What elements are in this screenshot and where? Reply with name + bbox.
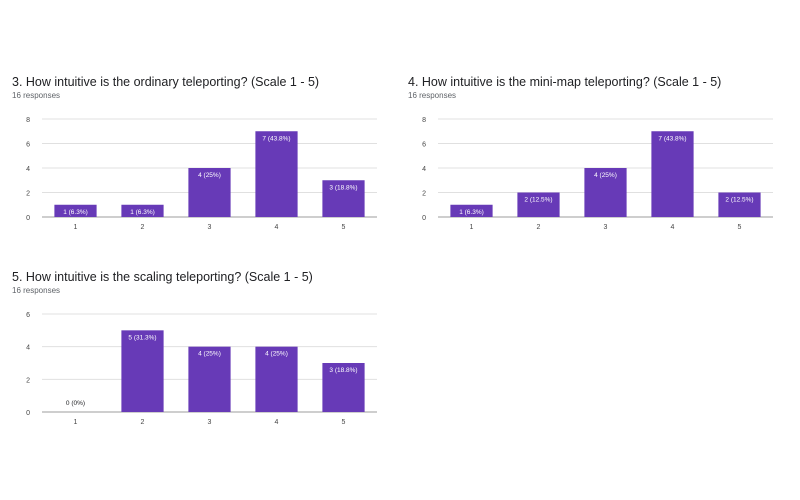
data-label: 4 (25%)	[594, 172, 617, 179]
y-tick-label: 0	[26, 215, 30, 222]
chart-panel-1: 3. How intuitive is the ordinary telepor…	[12, 75, 392, 240]
x-tick-label: 1	[470, 224, 474, 231]
y-tick-label: 6	[422, 142, 426, 149]
bar	[718, 192, 761, 217]
bar	[121, 204, 164, 217]
x-tick-label: 4	[671, 224, 675, 231]
data-label: 7 (43.8%)	[658, 135, 686, 142]
y-tick-label: 6	[26, 142, 30, 149]
bar-chart: 0 2 4 6 8 1 (6.3%) 1 1 (6.3%) 2 4 (25%) 3 7 (43.8%)…	[26, 117, 377, 231]
bar	[584, 168, 627, 217]
bar	[322, 180, 365, 217]
x-tick-label: 1	[74, 224, 78, 231]
y-tick-label: 4	[26, 166, 30, 173]
x-tick-label: 3	[208, 224, 212, 231]
y-tick-label: 0	[26, 410, 30, 417]
data-label: 1 (6.3%)	[130, 209, 155, 216]
chart-title: 4. How intuitive is the mini-map telepor…	[408, 75, 722, 89]
data-label: 4 (25%)	[265, 351, 288, 358]
response-count: 16 responses	[12, 91, 61, 100]
y-tick-label: 0	[422, 215, 426, 222]
bar	[121, 330, 164, 412]
data-label: 1 (6.3%)	[459, 209, 484, 216]
y-tick-label: 4	[26, 345, 30, 352]
chart-panel-2: 4. How intuitive is the mini-map telepor…	[408, 75, 788, 240]
x-tick-label: 5	[738, 224, 742, 231]
chart-title: 5. How intuitive is the scaling teleport…	[12, 270, 313, 284]
bar	[651, 131, 694, 217]
bar	[322, 363, 365, 412]
bar	[255, 346, 298, 412]
x-tick-label: 3	[208, 419, 212, 426]
y-tick-label: 2	[26, 191, 30, 198]
response-count: 16 responses	[408, 91, 457, 100]
y-tick-label: 8	[422, 117, 426, 124]
data-label: 2 (12.5%)	[725, 197, 753, 204]
data-label: 4 (25%)	[198, 172, 221, 179]
x-tick-label: 4	[275, 419, 279, 426]
data-label: 3 (18.8%)	[329, 184, 357, 191]
y-tick-label: 4	[422, 166, 426, 173]
bar-chart: 0 2 4 6 0 (0%) 1 5 (31.3%) 2 4 (25%) 3 4 (25%) 4 3 (…	[26, 312, 377, 426]
data-label: 4 (25%)	[198, 351, 221, 358]
bar	[450, 204, 493, 217]
data-label: 0 (0%)	[66, 400, 85, 407]
data-label: 1 (6.3%)	[63, 209, 88, 216]
bar-chart: 0 2 4 6 8 1 (6.3%) 1 2 (12.5%) 2 4 (25%) 3 7 (43.8%…	[422, 117, 773, 231]
y-tick-label: 2	[26, 377, 30, 384]
bar	[517, 192, 560, 217]
y-tick-label: 6	[26, 312, 30, 319]
x-tick-label: 1	[74, 419, 78, 426]
x-tick-label: 2	[141, 224, 145, 231]
response-count: 16 responses	[12, 286, 61, 295]
x-tick-label: 4	[275, 224, 279, 231]
data-label: 5 (31.3%)	[128, 334, 156, 341]
bar	[255, 131, 298, 217]
data-label: 2 (12.5%)	[524, 197, 552, 204]
x-tick-label: 5	[342, 419, 346, 426]
chart-panel-3: 5. How intuitive is the scaling teleport…	[12, 270, 392, 435]
bar	[54, 204, 97, 217]
x-tick-label: 2	[537, 224, 541, 231]
data-label: 3 (18.8%)	[329, 367, 357, 374]
x-tick-label: 5	[342, 224, 346, 231]
y-tick-label: 8	[26, 117, 30, 124]
bar	[188, 346, 231, 412]
y-tick-label: 2	[422, 191, 426, 198]
bar	[188, 168, 231, 217]
chart-title: 3. How intuitive is the ordinary telepor…	[12, 75, 320, 89]
x-tick-label: 3	[604, 224, 608, 231]
data-label: 7 (43.8%)	[262, 135, 290, 142]
x-tick-label: 2	[141, 419, 145, 426]
